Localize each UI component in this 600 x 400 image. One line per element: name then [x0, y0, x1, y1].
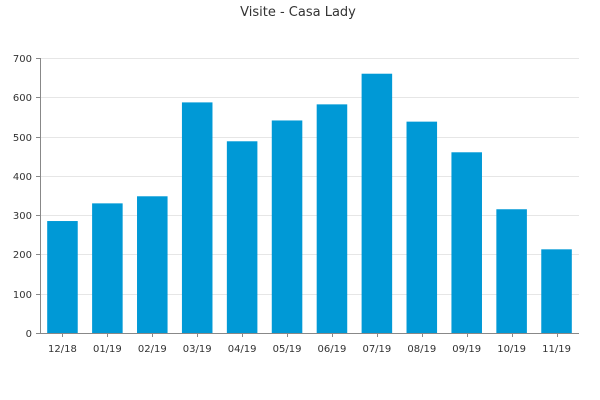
x-axis-ticks: 12/18 01/19 02/19 03/19 04/19 05/19 06/19 07/19…: [48, 333, 571, 355]
y-tick-label: 600: [13, 93, 32, 104]
bar-06-19: [316, 104, 348, 333]
bar-09-19: [451, 152, 482, 333]
x-tick-label: 02/19: [138, 344, 167, 355]
y-axis-ticks: 0 100 200 300 400 500 600 700: [13, 54, 40, 340]
x-tick-label: 03/19: [183, 344, 212, 355]
bars: [47, 73, 572, 334]
x-tick-label: 06/19: [318, 344, 347, 355]
x-tick-label: 12/18: [48, 344, 77, 355]
bar-02-19: [137, 196, 168, 333]
bar-01-19: [92, 203, 123, 333]
y-tick-label: 200: [13, 250, 32, 261]
x-tick-label: 04/19: [228, 344, 257, 355]
x-tick-label: 07/19: [362, 344, 391, 355]
gridlines: [40, 58, 579, 295]
bar-12-18: [47, 221, 78, 333]
y-tick-label: 400: [13, 172, 32, 183]
x-tick-label: 11/19: [542, 344, 571, 355]
x-tick-label: 08/19: [407, 344, 436, 355]
x-tick-label: 01/19: [93, 344, 122, 355]
bar-04-19: [226, 141, 258, 333]
y-tick-label: 500: [13, 133, 32, 144]
y-tick-label: 700: [13, 54, 32, 65]
x-tick-label: 10/19: [497, 344, 526, 355]
x-tick-label: 09/19: [452, 344, 481, 355]
bar-10-19: [496, 209, 527, 333]
bar-08-19: [406, 121, 438, 334]
bar-11-19: [541, 249, 572, 333]
y-tick-label: 300: [13, 211, 32, 222]
bar-03-19: [181, 102, 213, 334]
bar-05-19: [271, 120, 303, 333]
x-tick-label: 05/19: [273, 344, 302, 355]
chart-title: Visite - Casa Lady: [240, 5, 356, 20]
y-tick-label: 0: [26, 329, 32, 340]
y-tick-label: 100: [13, 290, 32, 301]
bar-07-19: [361, 73, 393, 333]
